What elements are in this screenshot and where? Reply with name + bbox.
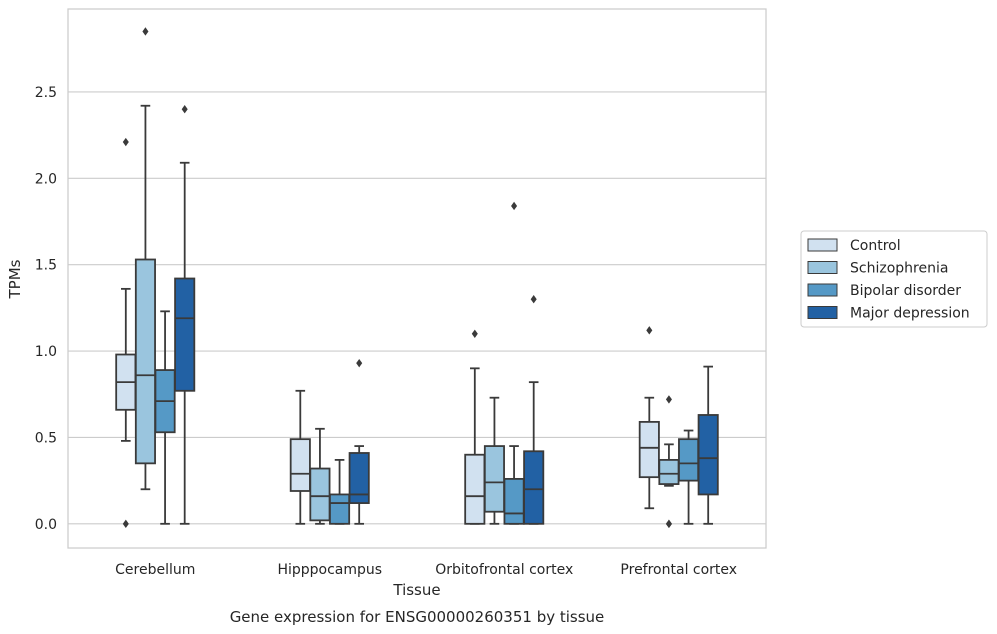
box-iqr bbox=[464, 453, 486, 525]
legend-swatch bbox=[807, 306, 838, 319]
x-tick-label: Hipppocampus bbox=[277, 562, 382, 578]
y-tick-label: 1.5 bbox=[35, 258, 57, 274]
box-control bbox=[638, 326, 660, 510]
box-iqr bbox=[309, 467, 331, 522]
y-tick-label: 0.5 bbox=[35, 430, 57, 446]
outlier-point bbox=[181, 104, 188, 114]
legend-swatch bbox=[807, 238, 838, 252]
x-axis-label: Tissue bbox=[392, 581, 440, 599]
box-iqr bbox=[638, 420, 660, 479]
box-control bbox=[289, 389, 311, 525]
plot-frame bbox=[67, 8, 767, 549]
legend-swatch bbox=[807, 261, 838, 274]
box-iqr bbox=[329, 493, 351, 525]
y-tick-label: 2.5 bbox=[35, 85, 57, 101]
boxes bbox=[115, 27, 719, 529]
y-axis-ticks: 0.0 0.5 1.0 1.5 2.0 2.5 bbox=[35, 85, 57, 533]
outlier-point bbox=[665, 519, 672, 529]
x-tick-label: Cerebellum bbox=[115, 562, 195, 578]
box-bipolar-disorder bbox=[678, 429, 700, 525]
outlier-point bbox=[122, 137, 129, 147]
box-iqr bbox=[174, 277, 196, 392]
outlier-point bbox=[122, 519, 129, 529]
box-schizophrenia bbox=[309, 427, 331, 525]
x-tick-label: Prefrontal cortex bbox=[620, 562, 737, 578]
box-schizophrenia bbox=[658, 395, 680, 529]
box-bipolar-disorder bbox=[154, 310, 176, 525]
box-iqr bbox=[658, 458, 680, 485]
x-axis-ticks: Cerebellum Hipppocampus Orbitofrontal cort… bbox=[115, 562, 737, 578]
box-control bbox=[115, 137, 137, 529]
box-iqr bbox=[348, 452, 370, 504]
outlier-point bbox=[511, 201, 518, 211]
legend-label: Control bbox=[850, 238, 901, 254]
outlier-point bbox=[142, 27, 149, 36]
box-major-depression bbox=[697, 365, 719, 525]
box-iqr bbox=[523, 450, 545, 525]
legend-label: Bipolar disorder bbox=[850, 283, 961, 299]
outlier-point bbox=[356, 358, 363, 368]
box-iqr bbox=[697, 414, 719, 496]
y-tick-label: 2.0 bbox=[35, 171, 57, 187]
outlier-point bbox=[665, 395, 672, 404]
x-tick-label: Orbitofrontal cortex bbox=[435, 562, 573, 578]
box-iqr bbox=[289, 438, 311, 492]
box-bipolar-disorder bbox=[329, 458, 351, 525]
y-tick-label: 1.0 bbox=[35, 344, 57, 360]
y-tick-label: 0.0 bbox=[35, 517, 57, 533]
legend-frame bbox=[800, 230, 988, 328]
outlier-point bbox=[530, 295, 537, 304]
chart-caption: Gene expression for ENSG00000260351 by t… bbox=[230, 608, 605, 626]
outlier-point bbox=[646, 326, 653, 335]
box-schizophrenia bbox=[483, 396, 505, 525]
legend-swatch bbox=[807, 283, 838, 297]
box-iqr bbox=[678, 438, 700, 482]
legend: Control Schizophrenia Bipolar disorder Majo… bbox=[800, 230, 988, 328]
legend-label: Major depression bbox=[850, 306, 970, 322]
box-iqr bbox=[483, 445, 505, 513]
legend-label: Schizophrenia bbox=[850, 261, 948, 277]
box-major-depression bbox=[348, 358, 370, 525]
box-schizophrenia bbox=[134, 27, 156, 491]
box-control bbox=[464, 329, 486, 525]
box-major-depression bbox=[174, 104, 196, 525]
box-major-depression bbox=[523, 295, 545, 525]
outlier-point bbox=[471, 329, 478, 338]
box-iqr bbox=[134, 258, 156, 465]
y-axis-label: TPMs bbox=[6, 259, 24, 299]
box-iqr bbox=[503, 477, 525, 525]
